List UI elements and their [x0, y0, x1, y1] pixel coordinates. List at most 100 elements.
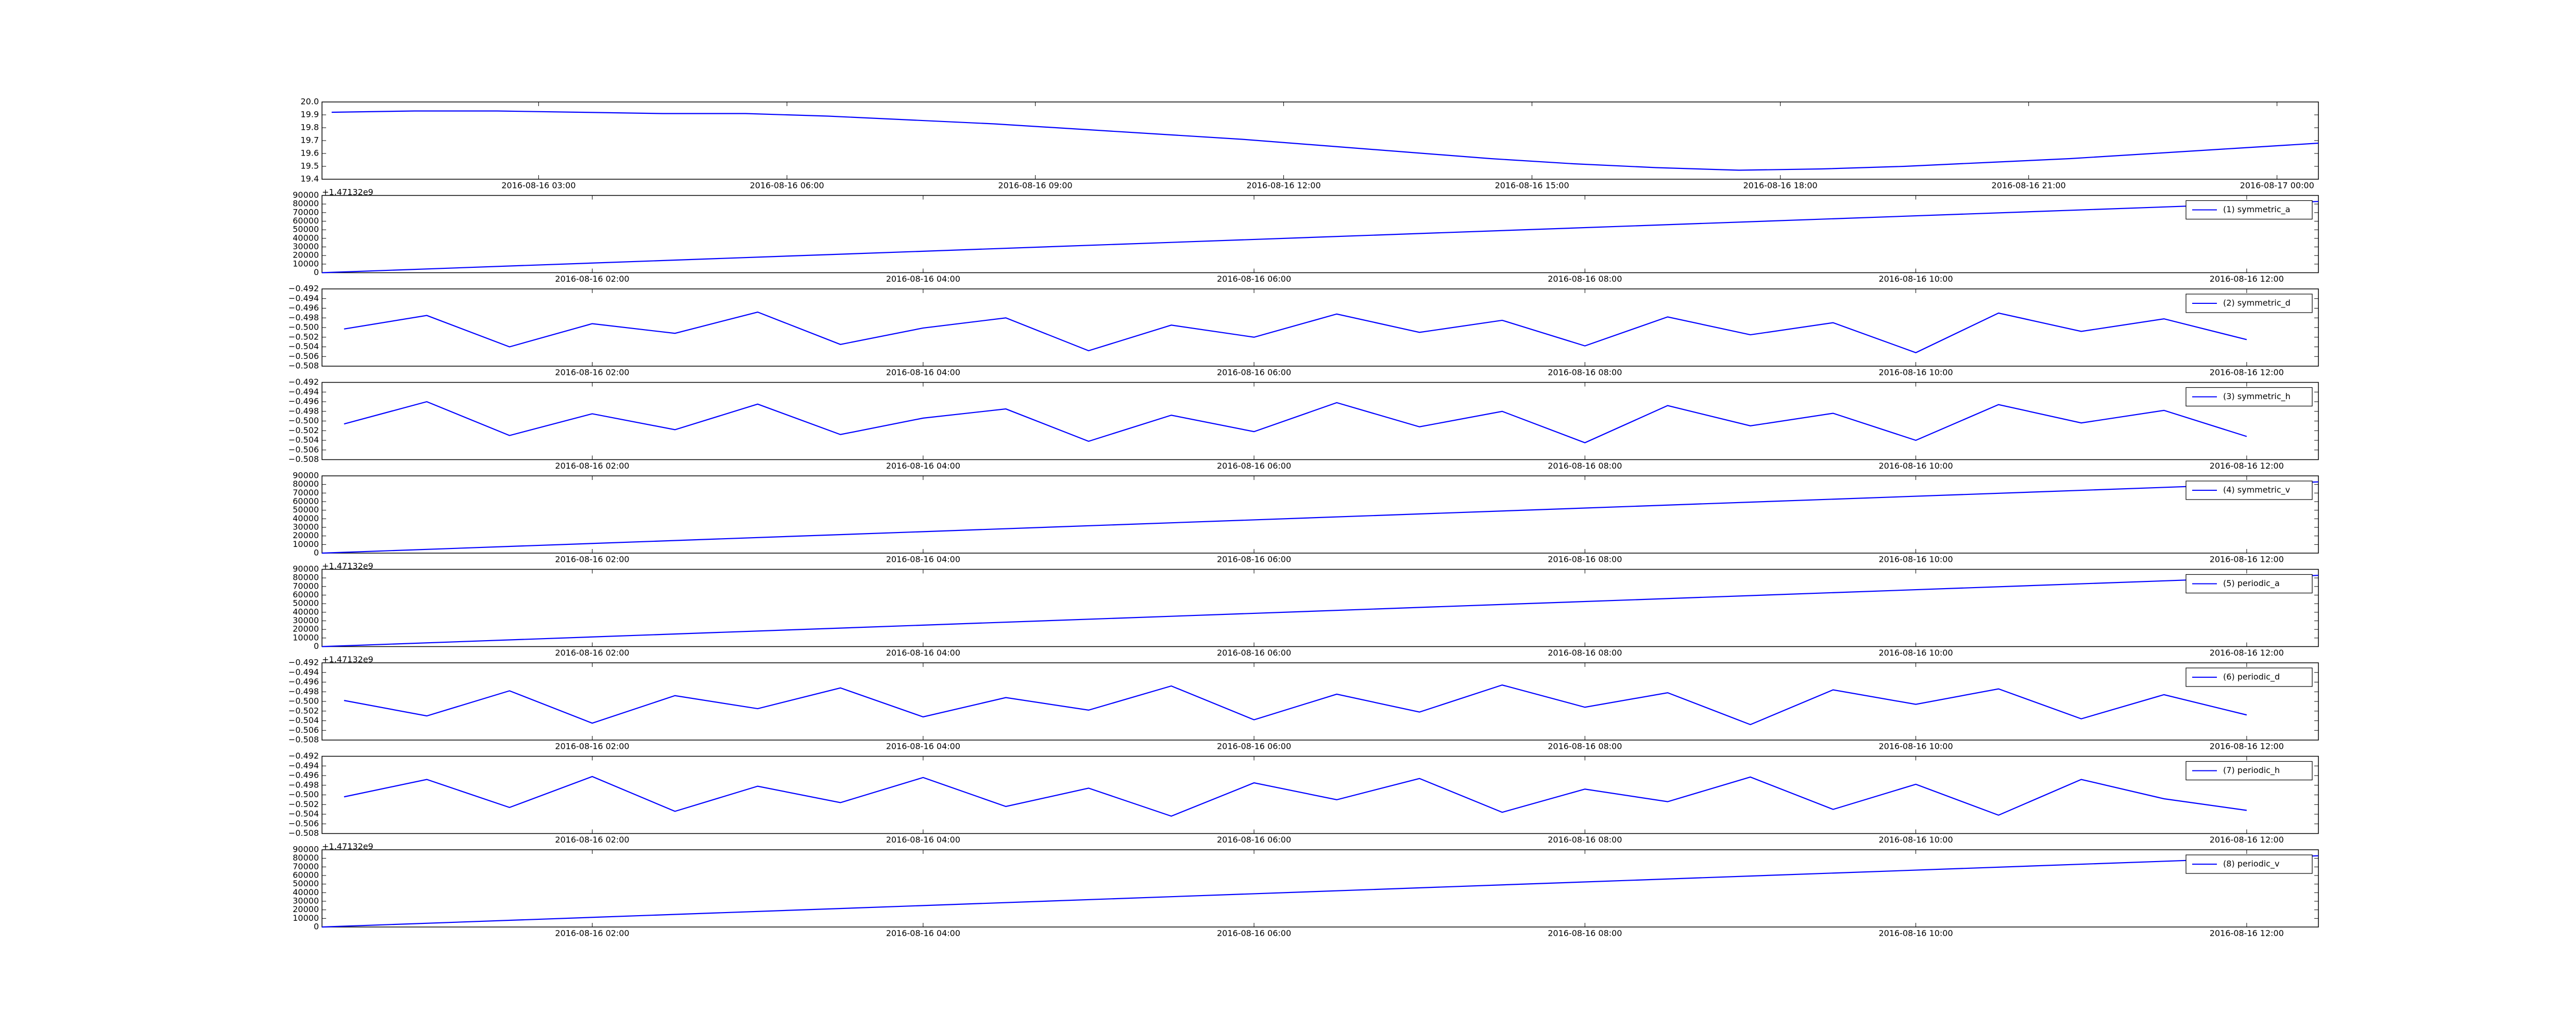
x-tick-label: 2016-08-16 06:00	[750, 181, 824, 191]
x-tick-label: 2016-08-16 02:00	[555, 742, 629, 751]
y-tick-label: −0.506	[289, 818, 319, 828]
y-tick-label: −0.498	[289, 313, 319, 322]
x-tick-label: 2016-08-16 12:00	[2210, 555, 2284, 564]
y-tick-label: −0.498	[289, 686, 319, 696]
x-tick-label: 2016-08-16 06:00	[1217, 555, 1291, 564]
y-tick-label: −0.496	[289, 397, 319, 406]
y-tick-label: 10000	[293, 632, 319, 642]
axes-frame	[321, 101, 2319, 180]
y-tick-label: 20000	[293, 250, 319, 260]
y-tick-label: −0.492	[289, 377, 319, 387]
legend-label: (3) symmetric_h	[2223, 391, 2291, 402]
y-tick-label: 80000	[293, 853, 319, 863]
series-line	[321, 575, 2319, 647]
axes-frame	[321, 849, 2319, 928]
y-tick-label: −0.504	[289, 809, 319, 819]
x-tick-label: 2016-08-16 10:00	[1878, 368, 1953, 377]
x-tick-label: 2016-08-16 12:00	[2210, 835, 2284, 845]
y-tick-label: 0	[314, 267, 319, 277]
x-tick-label: 2016-08-16 02:00	[555, 274, 629, 284]
y-tick-label: 60000	[293, 216, 319, 226]
y-tick-label: 60000	[293, 496, 319, 506]
y-tick-label: −0.508	[289, 361, 319, 371]
y-tick-label: −0.502	[289, 799, 319, 809]
y-tick-label: 40000	[293, 607, 319, 616]
y-tick-label: −0.502	[289, 706, 319, 715]
offset-text: +1.47132e9	[322, 655, 374, 664]
y-tick-label: 19.8	[300, 123, 319, 132]
y-tick-label: −0.492	[289, 751, 319, 761]
series-line	[331, 110, 2319, 171]
y-tick-label: 20.0	[300, 97, 319, 107]
y-tick-label: −0.506	[289, 444, 319, 454]
y-tick-label: 19.9	[300, 110, 319, 119]
y-tick-label: 19.7	[300, 135, 319, 145]
x-tick-label: 2016-08-16 08:00	[1548, 742, 1622, 751]
y-tick-label: 70000	[293, 581, 319, 591]
x-tick-label: 2016-08-16 06:00	[1217, 742, 1291, 751]
y-tick-label: 10000	[293, 259, 319, 268]
y-tick-label: 70000	[293, 488, 319, 497]
x-tick-label: 2016-08-16 10:00	[1878, 461, 1953, 471]
y-tick-label: −0.496	[289, 677, 319, 686]
x-tick-label: 2016-08-16 12:00	[1246, 181, 1320, 191]
x-tick-label: 2016-08-16 02:00	[555, 835, 629, 845]
y-tick-label: 70000	[293, 862, 319, 871]
y-tick-label: −0.508	[289, 735, 319, 745]
legend-label: (4) symmetric_v	[2223, 485, 2290, 495]
y-tick-label: 50000	[293, 505, 319, 514]
y-tick-label: 20000	[293, 530, 319, 540]
y-tick-label: 60000	[293, 870, 319, 880]
x-tick-label: 2016-08-16 06:00	[1217, 929, 1291, 938]
y-tick-label: 19.5	[300, 161, 319, 171]
y-tick-label: −0.496	[289, 770, 319, 780]
y-tick-label: −0.504	[289, 715, 319, 725]
x-tick-label: 2016-08-16 10:00	[1878, 555, 1953, 564]
legend-label: (2) symmetric_d	[2223, 298, 2291, 308]
y-tick-label: 90000	[293, 845, 319, 854]
x-tick-label: 2016-08-16 21:00	[1992, 181, 2066, 191]
y-tick-label: 90000	[293, 471, 319, 480]
x-tick-label: 2016-08-16 06:00	[1217, 835, 1291, 845]
x-tick-label: 2016-08-16 12:00	[2210, 368, 2284, 377]
y-tick-label: 0	[314, 922, 319, 932]
x-tick-label: 2016-08-16 06:00	[1217, 648, 1291, 658]
offset-text: +1.47132e9	[322, 187, 374, 197]
y-tick-label: 40000	[293, 513, 319, 523]
x-tick-label: 2016-08-16 08:00	[1548, 368, 1622, 377]
y-tick-label: 90000	[293, 190, 319, 200]
axes-frame	[321, 569, 2319, 647]
legend-label: (5) periodic_a	[2223, 578, 2280, 589]
x-tick-label: 2016-08-16 08:00	[1548, 461, 1622, 471]
x-tick-label: 2016-08-16 12:00	[2210, 274, 2284, 284]
y-tick-label: −0.500	[289, 696, 319, 706]
series-line	[344, 311, 2247, 353]
axes-frame	[321, 662, 2319, 741]
y-tick-label: 0	[314, 548, 319, 558]
series-line	[344, 401, 2247, 443]
x-tick-label: 2016-08-16 04:00	[886, 368, 960, 377]
y-tick-label: 40000	[293, 233, 319, 243]
y-tick-label: −0.492	[289, 658, 319, 667]
y-tick-label: 50000	[293, 225, 319, 234]
y-tick-label: −0.508	[289, 828, 319, 838]
y-tick-label: 19.6	[300, 148, 319, 158]
y-tick-label: −0.494	[289, 387, 319, 397]
x-tick-label: 2016-08-16 04:00	[886, 461, 960, 471]
x-tick-label: 2016-08-16 06:00	[1217, 274, 1291, 284]
x-tick-label: 2016-08-16 02:00	[555, 555, 629, 564]
axes-frame	[321, 382, 2319, 460]
offset-text: +1.47132e9	[322, 842, 374, 851]
y-tick-label: 10000	[293, 539, 319, 549]
x-tick-label: 2016-08-16 03:00	[501, 181, 575, 191]
y-tick-label: −0.506	[289, 725, 319, 735]
y-tick-label: −0.494	[289, 293, 319, 303]
series-line	[344, 776, 2247, 817]
x-tick-label: 2016-08-17 00:00	[2240, 181, 2314, 191]
x-tick-label: 2016-08-16 04:00	[886, 742, 960, 751]
y-tick-label: 30000	[293, 896, 319, 906]
y-tick-label: 40000	[293, 887, 319, 897]
x-tick-label: 2016-08-16 08:00	[1548, 274, 1622, 284]
x-tick-label: 2016-08-16 12:00	[2210, 461, 2284, 471]
